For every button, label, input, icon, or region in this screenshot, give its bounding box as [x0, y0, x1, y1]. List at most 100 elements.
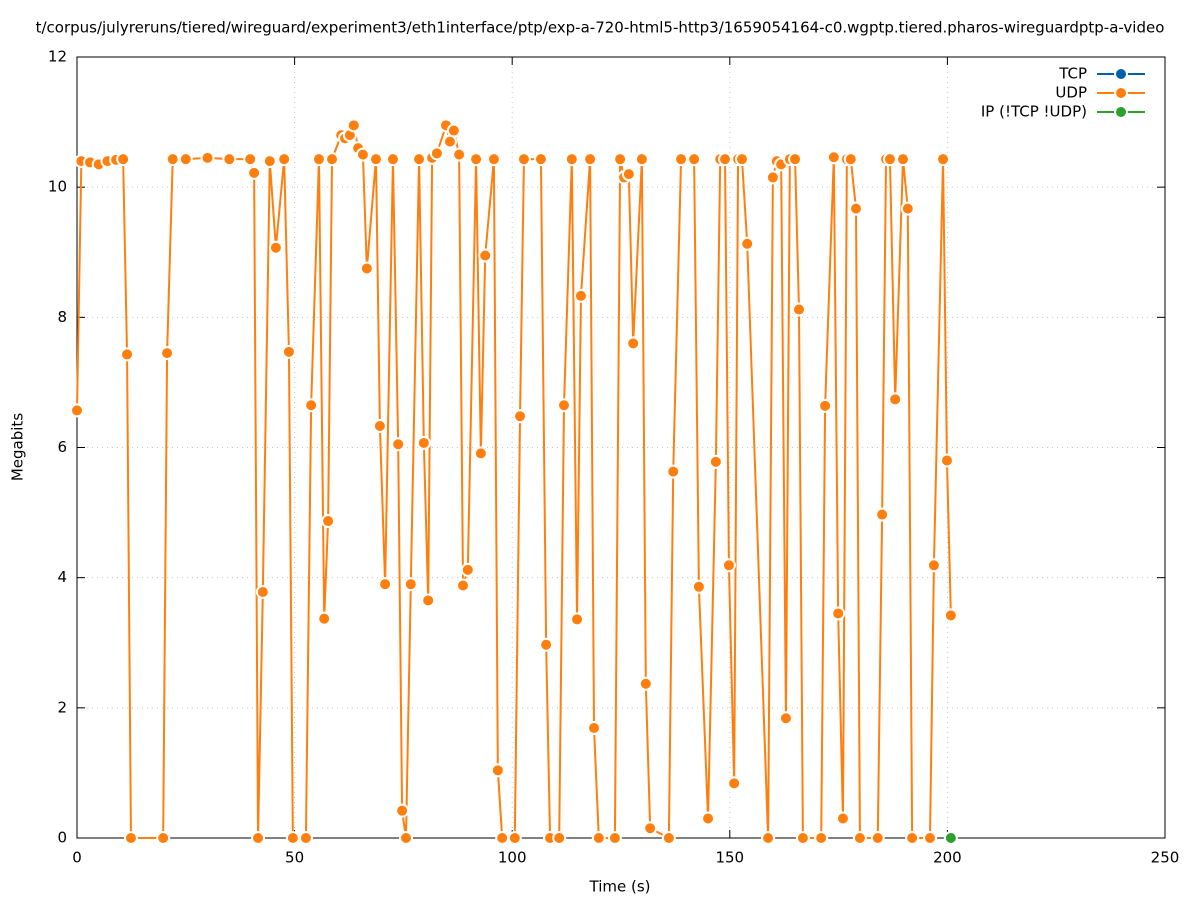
data-point [905, 831, 920, 845]
data-point [814, 831, 829, 845]
data-point [818, 398, 833, 413]
data-point [429, 146, 444, 161]
y-tick-label: 8 [57, 308, 67, 326]
data-point [255, 584, 270, 599]
data-point [718, 152, 733, 167]
data-point [943, 608, 958, 623]
series-line [76, 121, 952, 840]
data-point [222, 152, 237, 167]
data-point [943, 831, 958, 845]
data-point [355, 147, 370, 162]
data-point [626, 336, 641, 351]
data-point [852, 831, 867, 845]
x-tick-label: 100 [498, 849, 527, 867]
data-point [281, 344, 296, 359]
data-point [311, 152, 326, 167]
data-point [490, 763, 505, 778]
data-point [533, 152, 548, 167]
data-point [359, 261, 374, 276]
y-tick-label: 6 [57, 438, 67, 456]
data-point [507, 831, 522, 845]
data-point [178, 152, 193, 167]
data-point [516, 152, 531, 167]
y-tick-label: 2 [57, 698, 67, 716]
legend-swatch [1114, 105, 1128, 119]
legend-swatch [1114, 86, 1128, 100]
data-point [513, 409, 528, 424]
y-tick-label: 10 [48, 178, 67, 196]
data-point [591, 831, 606, 845]
data-point [570, 612, 585, 627]
data-point [395, 803, 410, 818]
data-point [486, 152, 501, 167]
data-point [638, 676, 653, 691]
data-point [456, 578, 471, 593]
x-tick-label: 250 [1151, 849, 1180, 867]
data-point [939, 453, 954, 468]
data-point [116, 152, 131, 167]
data-point [882, 152, 897, 167]
data-point [452, 147, 467, 162]
x-tick-label: 0 [72, 849, 82, 867]
data-point [687, 152, 702, 167]
data-point [896, 152, 911, 167]
data-point [831, 606, 846, 621]
data-point [391, 437, 406, 452]
data-point [634, 152, 649, 167]
data-point [607, 831, 622, 845]
data-point [573, 288, 588, 303]
data-point [556, 398, 571, 413]
data-point [325, 152, 340, 167]
data-point [701, 811, 716, 826]
x-tick-label: 200 [933, 849, 962, 867]
data-point [160, 346, 175, 361]
data-point [304, 398, 319, 413]
data-point [298, 831, 313, 845]
data-point [926, 558, 941, 573]
data-point [778, 711, 793, 726]
data-point [788, 152, 803, 167]
data-point [368, 152, 383, 167]
data-point [795, 831, 810, 845]
data-point [674, 152, 689, 167]
data-point [587, 721, 602, 736]
data-point [403, 577, 418, 592]
x-tick-label: 50 [285, 849, 304, 867]
data-point [552, 831, 567, 845]
data-point [922, 831, 937, 845]
data-point [583, 152, 598, 167]
data-point [734, 152, 749, 167]
data-point [643, 821, 658, 836]
data-point [870, 831, 885, 845]
data-point [936, 152, 951, 167]
data-point [564, 152, 579, 167]
data-point [875, 507, 890, 522]
data-point [247, 165, 262, 180]
data-point [613, 152, 628, 167]
data-point [372, 419, 387, 434]
data-point [446, 123, 461, 138]
legend-label: IP (!TCP !UDP) [981, 103, 1087, 121]
x-tick-label: 150 [715, 849, 744, 867]
data-point [727, 776, 742, 791]
y-tick-label: 4 [57, 568, 67, 586]
legend-swatch [1114, 67, 1128, 81]
data-point [399, 831, 414, 845]
data-point [740, 236, 755, 251]
data-point [378, 577, 393, 592]
data-point [200, 150, 215, 165]
data-point [761, 831, 776, 845]
data-point [843, 152, 858, 167]
data-point [285, 831, 300, 845]
data-point [621, 167, 636, 182]
data-point [317, 611, 332, 626]
data-point [416, 435, 431, 450]
data-point [791, 302, 806, 317]
x-axis-label: Time (s) [589, 878, 651, 896]
data-point [900, 201, 915, 216]
legend-label: UDP [1055, 84, 1087, 102]
data-point [385, 152, 400, 167]
data-point [473, 446, 488, 461]
